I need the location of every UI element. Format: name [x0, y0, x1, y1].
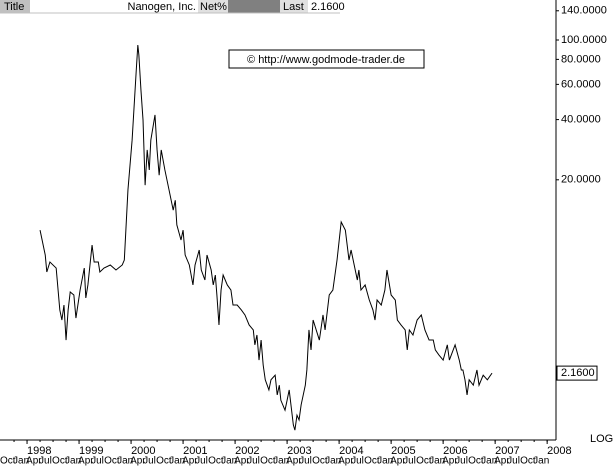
x-minor-tick-label: Jan — [325, 456, 341, 466]
x-minor-tick-label: Jul — [351, 456, 364, 466]
x-minor-tick-label: Apr — [286, 456, 302, 466]
watermark: © http://www.godmode-trader.de — [247, 54, 405, 66]
x-minor-tick-label: Jan — [429, 456, 445, 466]
x-tick-label: 2005 — [391, 445, 415, 457]
x-minor-tick-label: Apr — [338, 456, 354, 466]
header-net-value-box — [228, 0, 280, 13]
x-tick-label: 2004 — [339, 445, 363, 457]
x-tick-label: 2002 — [235, 445, 259, 457]
y-tick-label: 60.0000 — [561, 78, 601, 90]
x-tick-label: 2008 — [547, 445, 571, 457]
x-minor-tick-label: Oct — [104, 456, 120, 466]
price-line — [39, 44, 493, 431]
header-last-label: Last — [283, 1, 304, 13]
x-minor-tick-label: Oct — [0, 456, 16, 466]
x-minor-tick-label: Jul — [455, 456, 468, 466]
y-tick-label: 20.0000 — [561, 174, 601, 186]
x-minor-tick-label: Jul — [403, 456, 416, 466]
x-minor-tick-label: Oct — [468, 456, 484, 466]
header-last-box — [280, 0, 308, 13]
x-minor-tick-label: Jul — [39, 456, 52, 466]
header-title-box — [0, 0, 30, 13]
x-minor-tick-label: Jul — [143, 456, 156, 466]
x-minor-tick-label: Jan — [481, 456, 497, 466]
x-minor-tick-label: Oct — [520, 456, 536, 466]
x-minor-tick-label: Apr — [182, 456, 198, 466]
y-tick-label: 100.0000 — [561, 34, 607, 46]
x-minor-tick-label: Oct — [52, 456, 68, 466]
x-tick-label: 1999 — [79, 445, 103, 457]
x-tick-label: 1998 — [27, 445, 51, 457]
x-minor-tick-label: Apr — [78, 456, 94, 466]
header-last-value: 2.1600 — [311, 1, 345, 13]
x-minor-tick-label: Apr — [130, 456, 146, 466]
x-minor-tick-label: Apr — [442, 456, 458, 466]
header-net-box — [198, 0, 228, 13]
x-tick-label: 2003 — [287, 445, 311, 457]
chart-title: Nanogen, Inc. — [128, 1, 197, 13]
x-minor-tick-label: Jul — [507, 456, 520, 466]
x-minor-tick-label: Jan — [533, 456, 549, 466]
x-minor-tick-label: Jul — [91, 456, 104, 466]
x-minor-tick-label: Oct — [364, 456, 380, 466]
x-minor-tick-label: Jan — [13, 456, 29, 466]
y-tick-label: 40.0000 — [561, 113, 601, 125]
x-minor-tick-label: Apr — [234, 456, 250, 466]
watermark-box — [228, 49, 425, 69]
x-minor-tick-label: Apr — [26, 456, 42, 466]
x-tick-label: 2007 — [495, 445, 519, 457]
y-tick-label: 140.0000 — [561, 5, 607, 17]
x-minor-tick-label: Jan — [221, 456, 237, 466]
x-minor-tick-label: Jan — [273, 456, 289, 466]
x-minor-tick-label: Jan — [169, 456, 185, 466]
scale-label: LOG — [590, 433, 613, 445]
header-net-label: Net% — [200, 1, 227, 13]
x-tick-label: 2006 — [443, 445, 467, 457]
x-minor-tick-label: Apr — [390, 456, 406, 466]
x-tick-label: 2001 — [183, 445, 207, 457]
x-minor-tick-label: Jan — [65, 456, 81, 466]
x-minor-tick-label: Jul — [247, 456, 260, 466]
x-minor-tick-label: Jan — [117, 456, 133, 466]
x-minor-tick-label: Oct — [416, 456, 432, 466]
x-minor-tick-label: Apr — [494, 456, 510, 466]
x-minor-tick-label: Oct — [312, 456, 328, 466]
x-minor-tick-label: Jul — [299, 456, 312, 466]
x-minor-tick-label: Oct — [208, 456, 224, 466]
y-tick-label: 80.0000 — [561, 53, 601, 65]
last-price-label: 2.1600 — [561, 367, 595, 379]
header-title-label: Title — [4, 1, 24, 13]
x-tick-label: 2000 — [131, 445, 155, 457]
x-minor-tick-label: Jul — [195, 456, 208, 466]
x-minor-tick-label: Jan — [377, 456, 393, 466]
x-minor-tick-label: Oct — [260, 456, 276, 466]
x-minor-tick-label: Oct — [156, 456, 172, 466]
last-price-box — [556, 365, 598, 381]
